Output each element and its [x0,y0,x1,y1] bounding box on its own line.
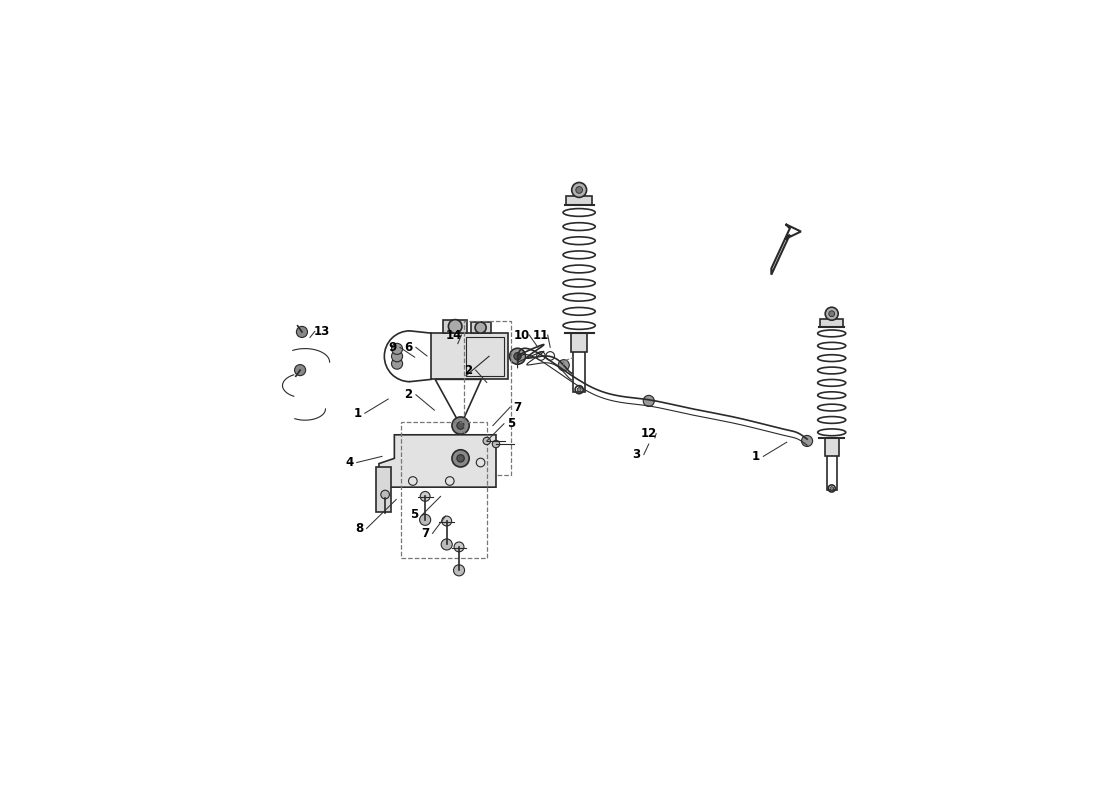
Circle shape [449,320,462,333]
Bar [571,333,587,352]
Circle shape [420,491,430,502]
Circle shape [453,565,464,576]
Text: 9: 9 [388,341,397,354]
Text: 5: 5 [410,508,419,522]
Text: 3: 3 [632,448,640,461]
Bar [826,438,837,490]
Circle shape [514,353,521,360]
Text: 12: 12 [640,427,657,440]
Polygon shape [378,435,496,487]
Circle shape [419,514,431,526]
Text: 14: 14 [446,329,462,342]
Circle shape [456,454,464,462]
Circle shape [493,440,499,448]
Circle shape [829,486,834,490]
Bar [573,333,585,392]
Text: 10: 10 [514,329,530,342]
Bar [821,319,843,327]
Text: 8: 8 [355,522,363,535]
Circle shape [452,450,470,467]
Text: 1: 1 [353,406,362,420]
Circle shape [456,422,464,430]
Circle shape [509,348,526,364]
Bar [400,422,487,558]
Text: 7: 7 [514,401,521,414]
Bar [443,320,468,333]
Circle shape [392,350,403,362]
Circle shape [296,326,308,338]
Bar [825,438,838,456]
Circle shape [578,388,581,392]
Circle shape [802,435,813,446]
Circle shape [575,186,583,194]
Text: 5: 5 [507,418,516,430]
Bar [566,196,592,206]
Circle shape [828,311,835,317]
Text: 11: 11 [532,329,549,342]
Circle shape [392,343,403,354]
Circle shape [454,542,464,552]
Text: 2: 2 [405,388,412,402]
Bar [471,322,491,333]
Text: 7: 7 [421,527,429,540]
Circle shape [381,490,389,499]
Circle shape [295,365,306,376]
Circle shape [475,322,486,333]
Bar [376,467,392,512]
Circle shape [825,307,838,320]
Bar [466,337,505,376]
Circle shape [392,358,403,369]
Circle shape [483,438,491,445]
Text: 6: 6 [405,341,412,354]
Circle shape [452,417,470,434]
Text: 4: 4 [345,456,353,469]
Circle shape [558,360,570,370]
Text: 2: 2 [464,364,472,377]
Circle shape [441,539,452,550]
FancyBboxPatch shape [431,333,508,379]
Circle shape [572,182,586,198]
Circle shape [644,395,654,406]
Text: 1: 1 [752,450,760,463]
Bar [464,321,512,475]
Text: 13: 13 [315,325,330,338]
Circle shape [442,516,452,526]
